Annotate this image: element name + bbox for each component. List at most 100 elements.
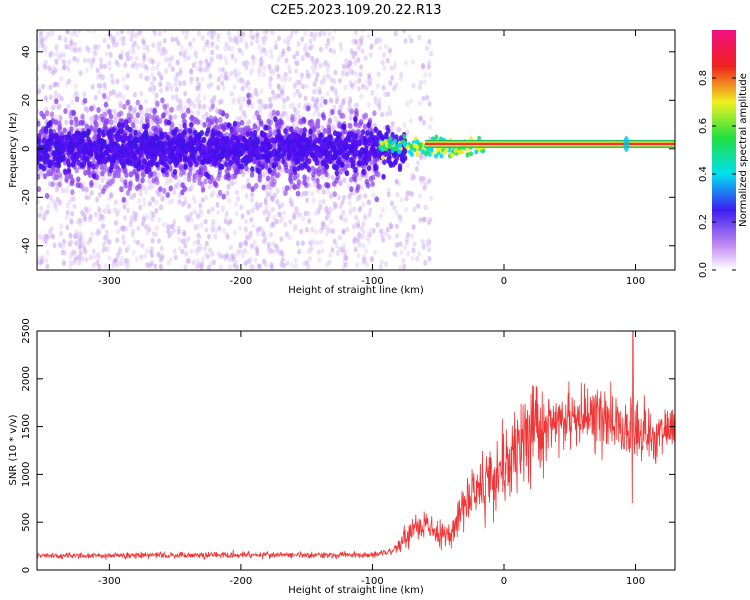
heatmap-cell bbox=[284, 185, 290, 192]
heatmap-cell bbox=[378, 45, 383, 51]
heatmap-cell bbox=[328, 158, 333, 165]
heatmap-cell bbox=[302, 161, 307, 168]
heatmap-cell bbox=[96, 255, 101, 261]
heatmap-cell bbox=[195, 249, 200, 256]
heatmap-cell bbox=[305, 73, 310, 79]
heatmap-cell bbox=[189, 248, 194, 255]
heatmap-cell bbox=[390, 131, 395, 138]
heatmap-cell bbox=[111, 127, 117, 134]
heatmap-cell bbox=[277, 146, 283, 153]
heatmap-cell bbox=[154, 225, 159, 231]
heatmap-cell bbox=[376, 171, 381, 178]
heatmap-cell bbox=[67, 78, 72, 85]
heatmap-cell bbox=[101, 167, 107, 174]
heatmap-cell bbox=[58, 156, 63, 163]
heatmap-cell bbox=[328, 136, 333, 143]
heatmap-cell bbox=[92, 30, 97, 34]
heatmap-cell bbox=[372, 110, 377, 117]
heatmap-cell bbox=[70, 189, 75, 196]
heatmap-cell bbox=[324, 231, 329, 237]
heatmap-cell bbox=[95, 196, 100, 203]
heatmap-cell bbox=[189, 67, 194, 74]
heatmap-cell bbox=[297, 102, 302, 109]
heatmap-cell bbox=[270, 30, 275, 36]
heatmap-cell bbox=[269, 157, 274, 164]
heatmap-cell bbox=[130, 30, 135, 36]
heatmap-cell bbox=[49, 132, 54, 139]
heatmap-cell bbox=[382, 65, 387, 71]
heatmap-cell bbox=[183, 196, 188, 202]
heatmap-cell bbox=[155, 100, 160, 107]
heatmap-cell bbox=[392, 86, 397, 92]
heatmap-cell bbox=[394, 242, 399, 248]
heatmap-cell bbox=[69, 119, 74, 126]
heatmap-cell bbox=[243, 125, 248, 132]
heatmap-cell bbox=[338, 104, 343, 110]
heatmap-cell bbox=[201, 113, 206, 120]
heatmap-cell bbox=[136, 225, 141, 232]
heatmap-cell bbox=[44, 35, 49, 41]
heatmap-cell bbox=[250, 67, 255, 73]
heatmap-cell bbox=[358, 205, 363, 212]
heatmap-cell bbox=[182, 185, 188, 192]
heatmap-cell bbox=[121, 196, 127, 203]
heatmap-cell bbox=[377, 105, 382, 112]
heatmap-cell bbox=[119, 30, 124, 35]
heatmap-cell bbox=[410, 255, 415, 262]
heatmap-cell bbox=[125, 263, 130, 270]
heatmap-cell bbox=[418, 80, 423, 86]
heatmap-cell bbox=[334, 90, 339, 97]
heatmap-cell bbox=[291, 214, 296, 220]
heatmap-cell bbox=[329, 192, 334, 198]
heatmap-cell bbox=[368, 52, 373, 58]
heatmap-cell bbox=[271, 162, 277, 169]
heatmap-cell bbox=[163, 140, 168, 147]
heatmap-cell bbox=[421, 62, 426, 69]
heatmap-cell bbox=[193, 223, 198, 230]
heatmap-cell bbox=[393, 30, 398, 37]
heatmap-cell bbox=[125, 72, 130, 79]
heatmap-cell bbox=[179, 165, 184, 172]
heatmap-cell bbox=[187, 203, 192, 209]
heatmap-cell bbox=[359, 40, 364, 46]
heatmap-cell bbox=[256, 114, 261, 121]
heatmap-cell bbox=[198, 165, 204, 172]
heatmap-cell bbox=[171, 129, 176, 136]
heatmap-cell bbox=[57, 172, 63, 179]
heatmap-cell bbox=[135, 173, 140, 180]
heatmap-cell bbox=[142, 253, 147, 259]
heatmap-cell bbox=[224, 41, 229, 48]
heatmap-cell bbox=[54, 98, 59, 105]
heatmap-cell bbox=[51, 104, 56, 110]
heatmap-cell bbox=[273, 242, 278, 249]
heatmap-cell bbox=[76, 159, 81, 166]
heatmap-cell bbox=[232, 37, 237, 44]
heatmap-cell bbox=[388, 48, 393, 54]
heatmap-cell bbox=[411, 247, 416, 254]
heatmap-cell bbox=[48, 120, 53, 127]
heatmap-cell bbox=[128, 55, 133, 61]
heatmap-cell bbox=[194, 210, 199, 217]
heatmap-cell bbox=[221, 125, 226, 132]
heatmap-cell bbox=[285, 115, 290, 121]
heatmap-cell bbox=[212, 94, 217, 101]
heatmap-cell bbox=[280, 202, 285, 208]
heatmap-cell bbox=[346, 182, 351, 189]
heatmap-cell bbox=[145, 107, 150, 114]
heatmap-cell bbox=[250, 207, 255, 214]
heatmap-cell bbox=[220, 163, 225, 170]
heatmap-cell bbox=[102, 208, 107, 214]
heatmap-cell bbox=[334, 118, 339, 124]
heatmap-cell bbox=[184, 48, 189, 54]
heatmap-cell bbox=[135, 119, 140, 125]
heatmap-cell bbox=[295, 50, 300, 57]
heatmap-cell bbox=[394, 82, 399, 88]
heatmap-cell bbox=[223, 218, 228, 225]
heatmap-cell bbox=[312, 35, 317, 42]
heatmap-cell bbox=[183, 163, 188, 170]
heatmap-cell bbox=[52, 174, 57, 181]
heatmap-cell bbox=[57, 241, 62, 248]
heatmap-cell bbox=[347, 200, 352, 206]
heatmap-cell bbox=[51, 128, 56, 135]
heatmap-cell bbox=[111, 38, 116, 45]
